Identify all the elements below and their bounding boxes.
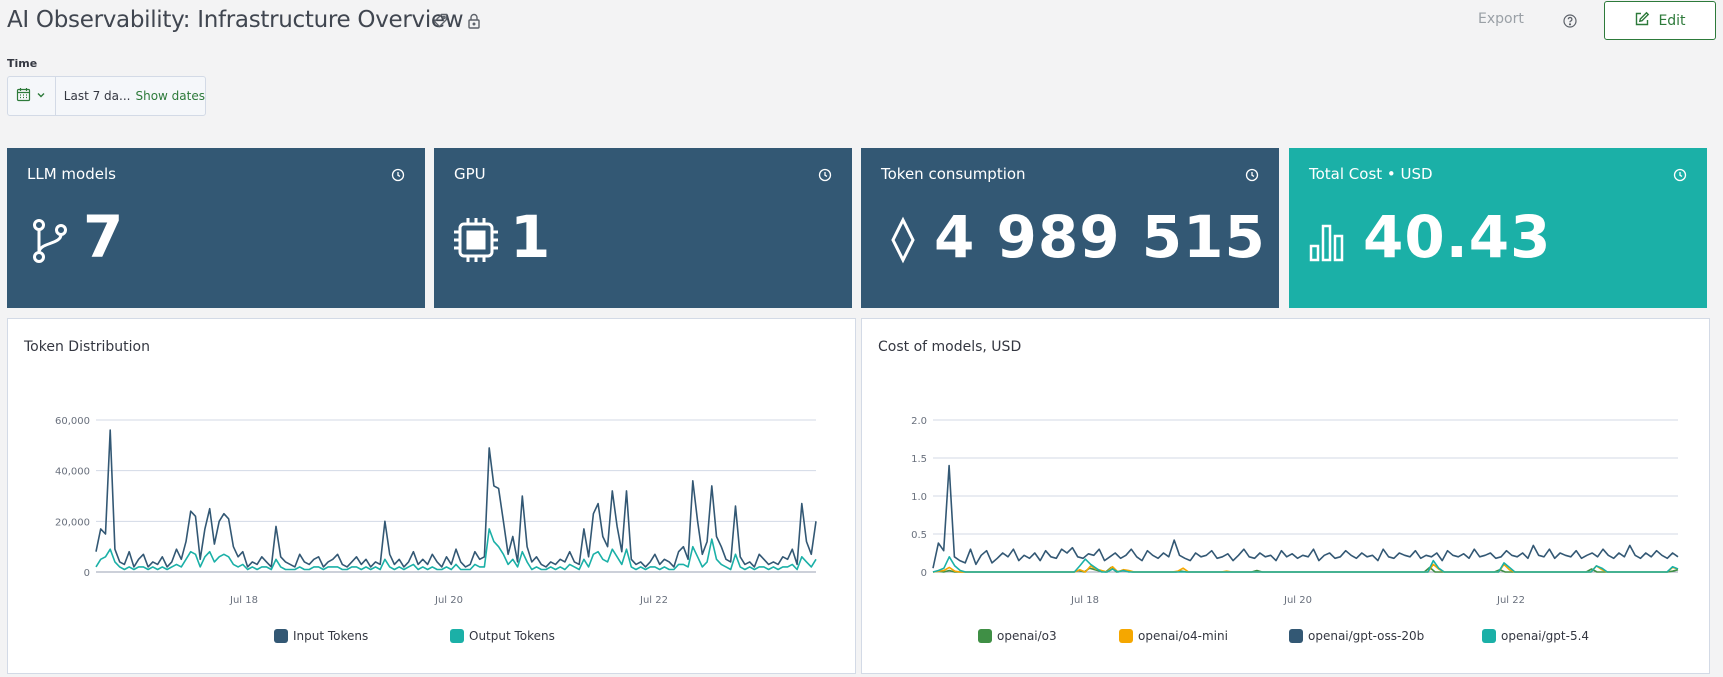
- series-line-input-tokens: [95, 429, 817, 568]
- x-tick-label: Jul 20: [1283, 595, 1312, 606]
- stat-value: 1: [510, 203, 552, 271]
- time-range-text[interactable]: Last 7 da...: [63, 89, 131, 103]
- chip-icon: [454, 216, 498, 266]
- stat-value: 40.43: [1363, 203, 1552, 271]
- bar-chart-icon: [1309, 216, 1353, 266]
- y-tick-label: 0.5: [911, 530, 927, 541]
- y-tick-label: 2.0: [911, 416, 927, 427]
- legend-swatch: [450, 629, 464, 643]
- legend-label: openai/o4-mini: [1138, 629, 1228, 643]
- edit-button[interactable]: Edit: [1604, 1, 1716, 40]
- stat-tile-llm-models: LLM models 7: [7, 148, 425, 308]
- legend-label: openai/gpt-oss-20b: [1308, 629, 1425, 643]
- chevron-down-icon: [36, 89, 46, 103]
- stat-title: GPU: [454, 165, 486, 183]
- export-button[interactable]: Export: [1478, 11, 1524, 27]
- page-title: AI Observability: Infrastructure Overvie…: [7, 7, 464, 33]
- series-line-openai-o4-mini: [932, 563, 1679, 573]
- edit-icon: [1634, 11, 1650, 31]
- git-branch-icon: [27, 216, 71, 266]
- legend-item-output-tokens[interactable]: Output Tokens: [450, 629, 555, 643]
- edit-button-label: Edit: [1658, 12, 1686, 29]
- legend-item-input-tokens[interactable]: Input Tokens: [274, 629, 368, 643]
- legend-item-openai-o4-mini[interactable]: openai/o4-mini: [1119, 629, 1228, 643]
- clock-icon: [1673, 167, 1687, 182]
- y-tick-label: 20,000: [55, 517, 90, 528]
- series-line-openai-gpt-5-4: [932, 556, 1679, 573]
- cost-of-models-chart[interactable]: 0 0.5 1.0 1.5 2.0 Jul 18 Jul 20 Jul 22: [862, 319, 1711, 619]
- y-tick-label: 1.0: [911, 492, 927, 503]
- clock-icon: [391, 167, 405, 182]
- tag-icon[interactable]: [432, 12, 450, 30]
- time-range-picker: Last 7 da... Show dates: [7, 76, 206, 116]
- quick-select-button[interactable]: [8, 77, 56, 115]
- panel-title: Token Distribution: [24, 339, 150, 355]
- x-tick-label: Jul 18: [1070, 595, 1099, 606]
- series-line-openai-gpt-oss-20b: [932, 464, 1679, 569]
- stat-tile-token-consumption: Token consumption 4 989 515: [861, 148, 1279, 308]
- lock-icon[interactable]: [465, 12, 483, 30]
- stat-title: Total Cost • USD: [1309, 165, 1433, 183]
- y-tick-label: 40,000: [55, 467, 90, 478]
- legend-item-openai-gpt-5-4[interactable]: openai/gpt-5.4: [1482, 629, 1589, 643]
- diamond-icon: [881, 216, 925, 266]
- legend-swatch: [1119, 629, 1133, 643]
- stat-tile-gpu: GPU 1: [434, 148, 852, 308]
- dashboard-header: AI Observability: Infrastructure Overvie…: [0, 0, 1723, 46]
- x-tick-label: Jul 22: [1496, 595, 1525, 606]
- y-tick-label: 0: [921, 568, 927, 579]
- legend-swatch: [274, 629, 288, 643]
- clock-icon: [818, 167, 832, 182]
- legend-label: Input Tokens: [293, 629, 369, 643]
- stat-title: Token consumption: [881, 165, 1026, 183]
- calendar-icon: [16, 87, 31, 105]
- y-tick-label: 1.5: [911, 454, 927, 465]
- stat-tile-total-cost: Total Cost • USD 40.43: [1289, 148, 1707, 308]
- legend-item-openai-o3[interactable]: openai/o3: [978, 629, 1057, 643]
- y-tick-label: 60,000: [55, 416, 90, 427]
- x-tick-label: Jul 18: [229, 595, 258, 606]
- token-distribution-chart[interactable]: 0 20,000 40,000 60,000 Jul 18 Jul 20 Jul 22: [8, 319, 857, 619]
- legend-label: openai/o3: [997, 629, 1057, 643]
- chart-legend: openai/o3 openai/o4-mini openai/gpt-oss-…: [862, 629, 1711, 649]
- stat-title: LLM models: [27, 165, 116, 183]
- x-tick-label: Jul 22: [639, 595, 668, 606]
- legend-label: openai/gpt-5.4: [1501, 629, 1590, 643]
- legend-swatch: [1482, 629, 1496, 643]
- y-tick-label: 0: [84, 568, 90, 579]
- legend-label: Output Tokens: [469, 629, 555, 643]
- x-tick-label: Jul 20: [434, 595, 463, 606]
- show-dates-link[interactable]: Show dates: [135, 89, 205, 103]
- stat-value: 4 989 515: [934, 203, 1266, 271]
- legend-item-openai-gpt-oss-20b[interactable]: openai/gpt-oss-20b: [1289, 629, 1424, 643]
- stat-value: 7: [83, 203, 125, 271]
- time-filter-label: Time: [7, 57, 38, 70]
- panel-title: Cost of models, USD: [878, 339, 1022, 355]
- legend-swatch: [978, 629, 992, 643]
- legend-swatch: [1289, 629, 1303, 643]
- clock-icon: [1245, 167, 1259, 182]
- series-line-output-tokens: [95, 528, 817, 571]
- panel-cost-of-models: Cost of models, USD 0 0.5 1.0 1.5 2.0 Jul 18 J…: [861, 318, 1710, 674]
- help-circle-icon[interactable]: [1562, 13, 1578, 29]
- panel-token-distribution: Token Distribution 0 20,000 40,000 60,000 Ju…: [7, 318, 856, 674]
- chart-legend: Input Tokens Output Tokens: [8, 629, 857, 649]
